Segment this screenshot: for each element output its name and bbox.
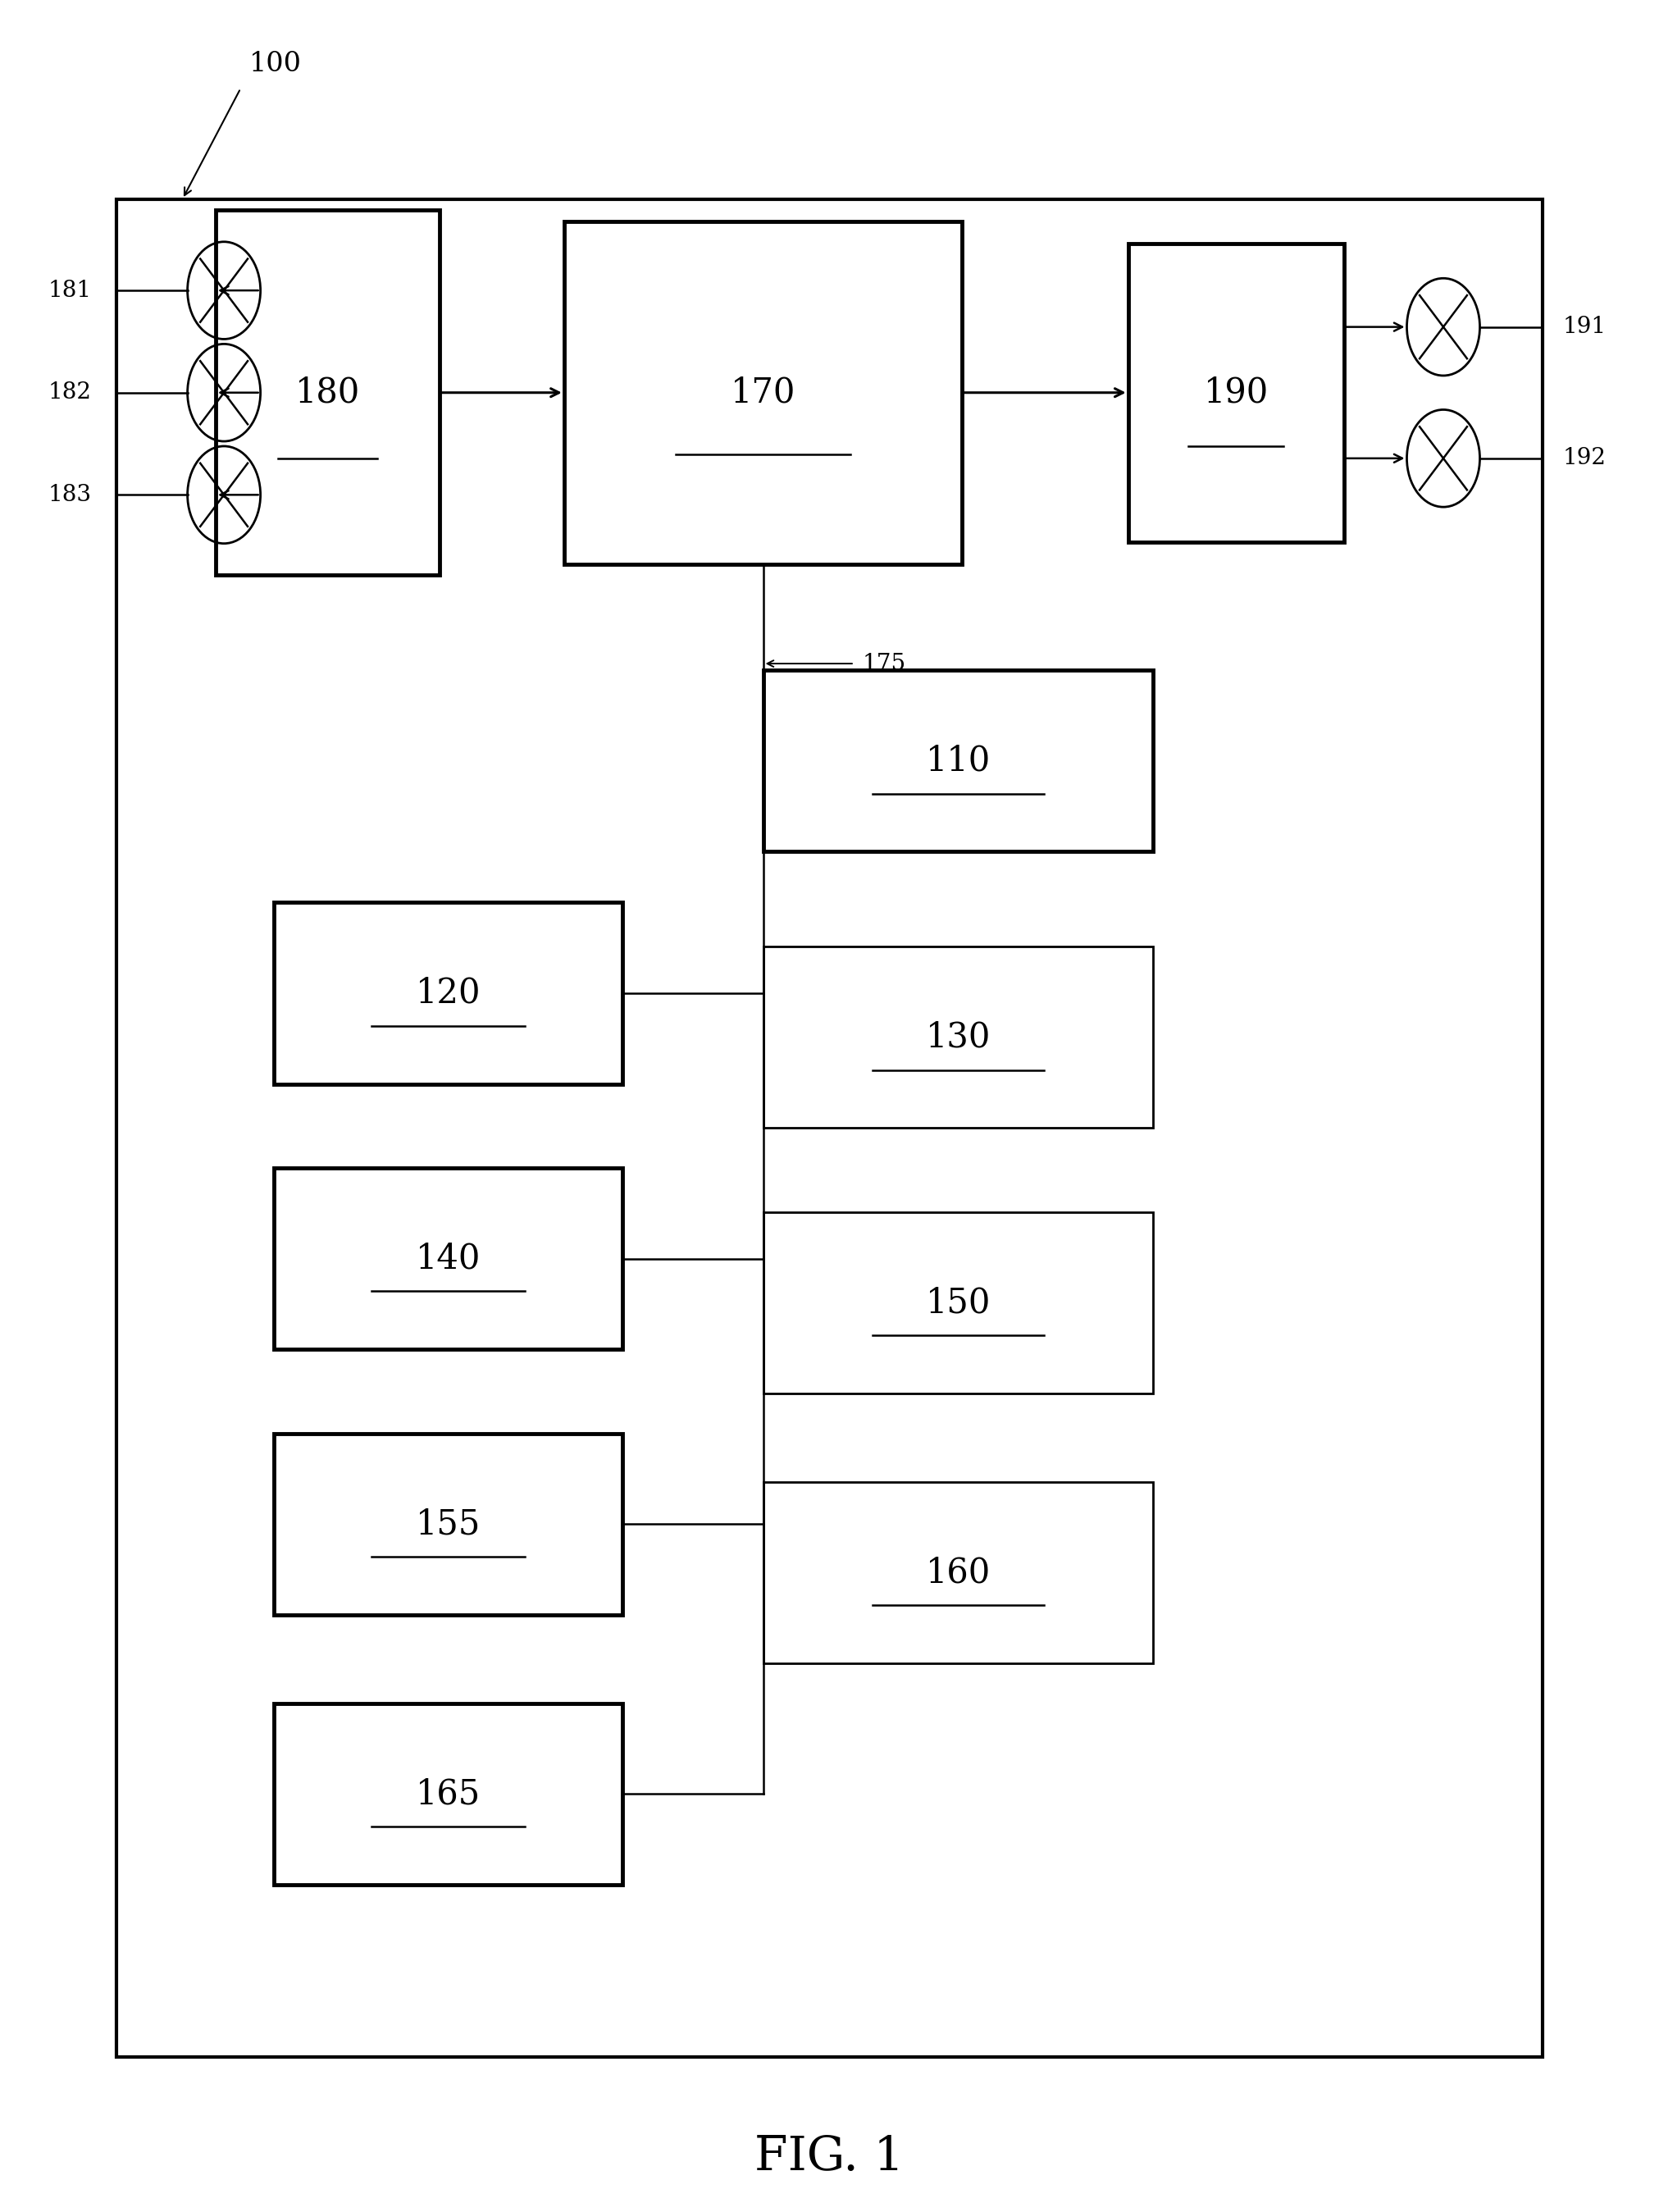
Text: 150: 150 <box>926 1285 990 1321</box>
Text: 155: 155 <box>415 1506 481 1542</box>
Bar <box>763 1212 1153 1394</box>
Bar <box>564 221 962 564</box>
Text: 181: 181 <box>48 279 91 301</box>
Bar <box>274 1168 622 1349</box>
Bar <box>1128 243 1344 542</box>
Bar <box>216 210 440 575</box>
Bar <box>274 902 622 1084</box>
Bar <box>116 199 1543 2057</box>
Bar <box>763 947 1153 1128</box>
Text: 160: 160 <box>926 1555 990 1590</box>
Bar <box>274 1433 622 1615</box>
Text: 190: 190 <box>1203 376 1269 409</box>
Text: 140: 140 <box>415 1241 481 1276</box>
Text: FIG. 1: FIG. 1 <box>755 2135 904 2179</box>
Text: 110: 110 <box>926 743 990 779</box>
Text: 165: 165 <box>415 1776 481 1812</box>
Bar <box>274 1703 622 1885</box>
Bar <box>763 1482 1153 1663</box>
Text: 192: 192 <box>1563 447 1606 469</box>
Bar <box>763 670 1153 852</box>
Text: 170: 170 <box>730 376 796 409</box>
Text: 191: 191 <box>1563 316 1606 338</box>
Text: 120: 120 <box>415 975 481 1011</box>
Text: 100: 100 <box>249 51 302 77</box>
Text: 183: 183 <box>48 484 91 507</box>
Text: 182: 182 <box>48 380 91 405</box>
Text: 180: 180 <box>295 376 360 409</box>
Text: 175: 175 <box>863 653 906 675</box>
Text: 130: 130 <box>926 1020 990 1055</box>
